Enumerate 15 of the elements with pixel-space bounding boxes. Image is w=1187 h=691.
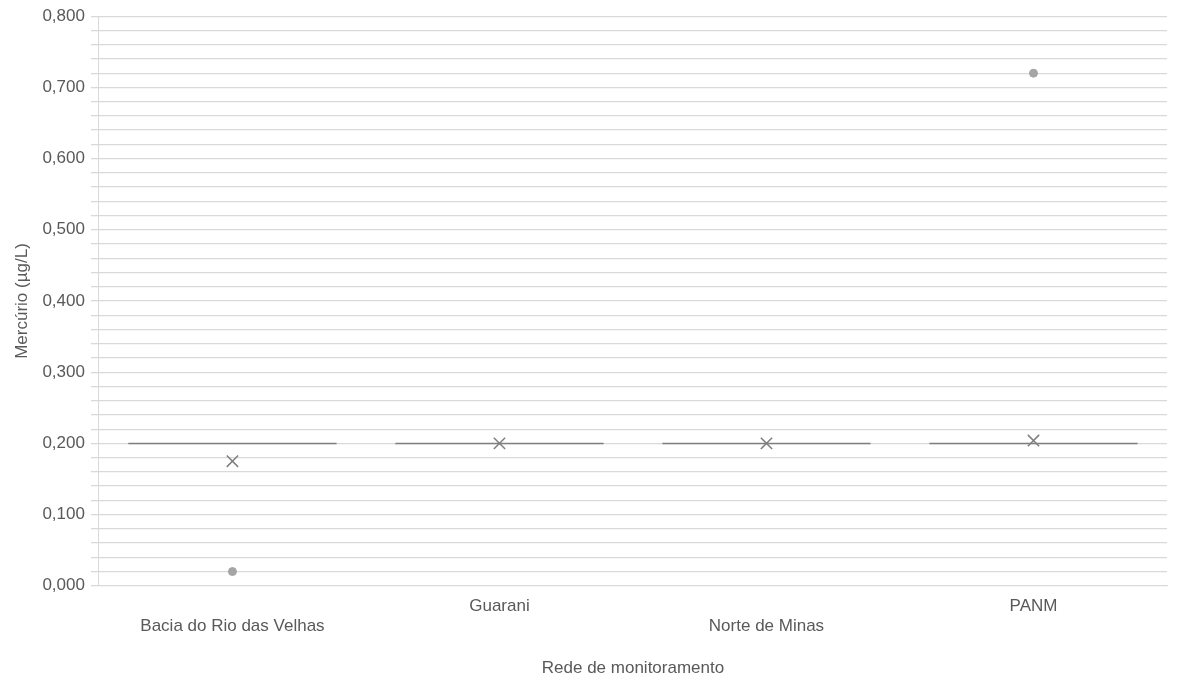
x-tick-label: PANM [1009,595,1058,615]
y-axis-title: Mercúrio (µg/L) [11,243,31,359]
y-tick-label: 0,600 [42,148,85,168]
y-tick-label: 0,000 [42,575,85,595]
x-tick-label: Norte de Minas [708,616,825,636]
x-tick-label: Bacia do Rio das Velhas [140,616,325,636]
y-tick-label: 0,200 [42,433,85,453]
y-tick-label: 0,500 [42,219,85,239]
y-tick-label: 0,100 [42,504,85,524]
y-tick-label: 0,400 [42,290,85,310]
y-tick-label: 0,800 [42,5,85,25]
y-tick-label: 0,700 [42,77,85,97]
y-tick-label: 0,300 [42,361,85,381]
x-axis-title: Rede de monitoramento [541,658,725,678]
x-tick-label: Guarani [469,595,530,615]
